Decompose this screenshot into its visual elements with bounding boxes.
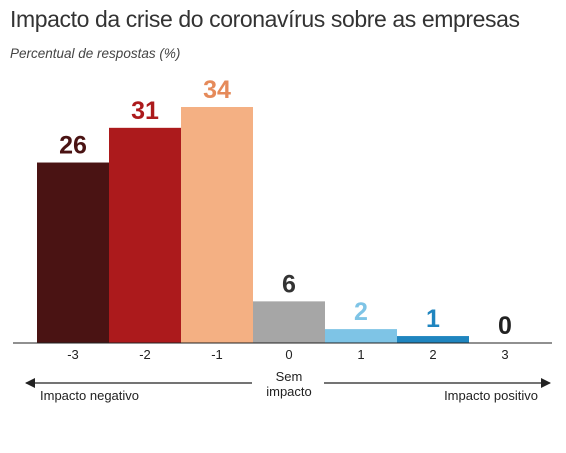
bar-0: [253, 301, 325, 343]
bar-2: [397, 336, 469, 343]
neutral-impact-label-line2: impacto: [266, 384, 312, 399]
bar-value-label--3: 26: [59, 132, 87, 160]
neutral-impact-label-line1: Sem: [276, 369, 303, 384]
chart-title: Impacto da crise do coronavírus sobre as…: [10, 6, 520, 32]
bar--1: [181, 107, 253, 343]
positive-impact-label: Impacto positivo: [444, 388, 538, 403]
x-tick-label-0: 0: [285, 347, 292, 362]
x-tick-label--2: -2: [139, 347, 151, 362]
negative-impact-label: Impacto negativo: [40, 388, 139, 403]
bar-value-label-0: 6: [282, 270, 296, 298]
x-tick-label--1: -1: [211, 347, 223, 362]
bar--2: [109, 127, 181, 343]
x-tick-label-3: 3: [501, 347, 508, 362]
bar-value-label--1: 34: [203, 76, 231, 104]
bar--3: [37, 162, 109, 343]
bar-value-label--2: 31: [131, 97, 159, 125]
x-tick-label-2: 2: [429, 347, 436, 362]
bar-value-label-3: 0: [498, 312, 512, 340]
bar-value-label-1: 2: [354, 298, 368, 326]
x-tick-label--3: -3: [67, 347, 79, 362]
x-tick-label-1: 1: [357, 347, 364, 362]
bar-value-label-2: 1: [426, 305, 440, 333]
bar-1: [325, 329, 397, 343]
chart-subtitle: Percentual de respostas (%): [10, 46, 181, 61]
